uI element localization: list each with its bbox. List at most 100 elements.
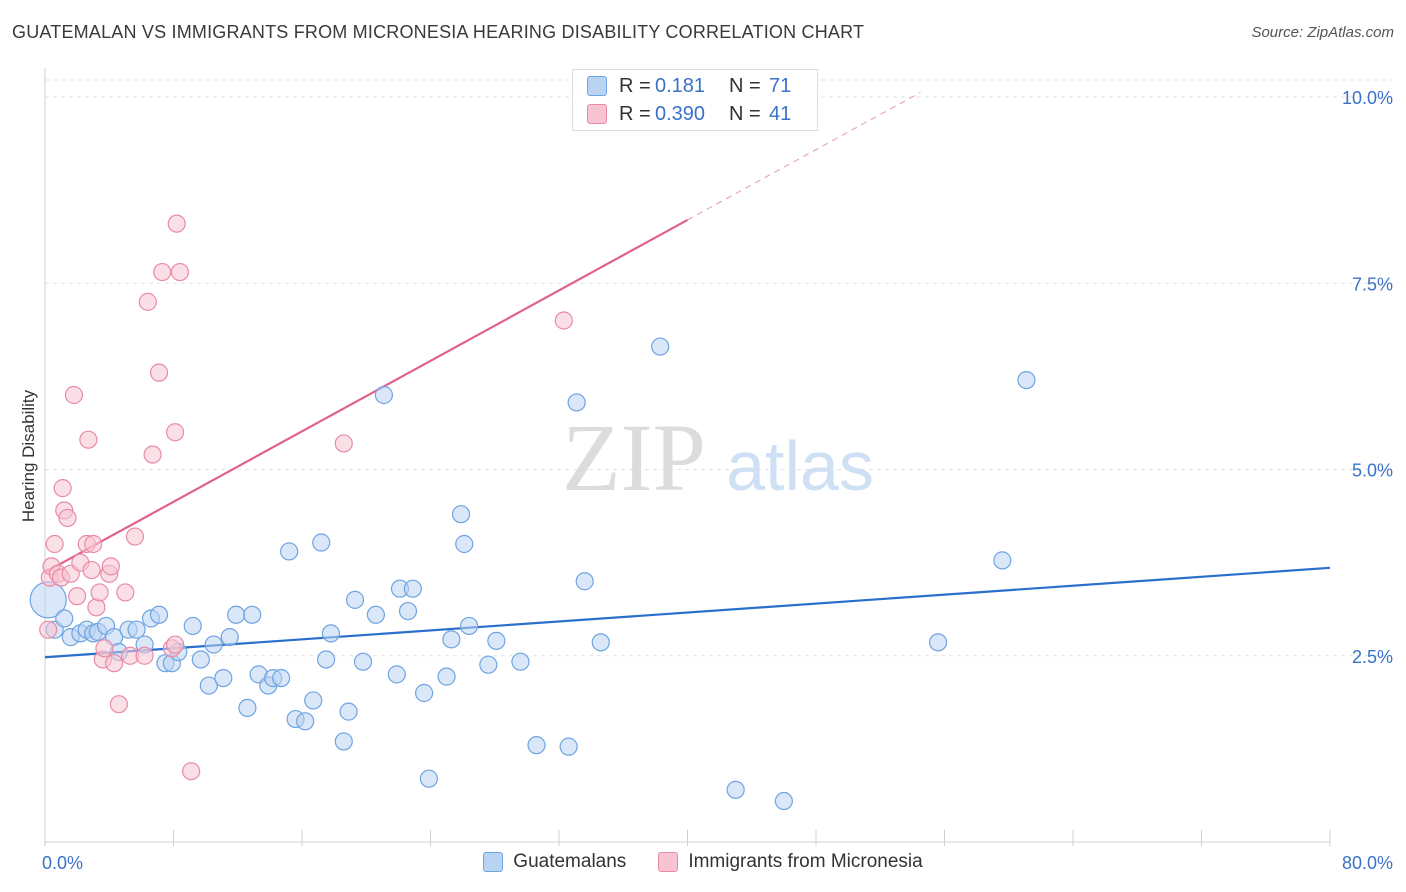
point-guatemalans	[575, 572, 594, 591]
legend-label-micronesia: Immigrants from Micronesia	[688, 851, 923, 872]
point-guatemalans	[414, 683, 434, 703]
trend-lines	[44, 92, 1331, 659]
point-guatemalans	[726, 780, 745, 799]
point-guatemalans	[220, 628, 239, 647]
y-axis-label: Hearing Disability	[19, 389, 38, 522]
legend-n-label: N =	[729, 74, 761, 97]
point-guatemalans	[214, 668, 233, 688]
point-guatemalans	[227, 605, 246, 624]
point-micronesia	[109, 695, 128, 714]
point-guatemalans	[321, 624, 341, 643]
point-micronesia	[39, 620, 58, 639]
legend-row-guatemalans: R = 0.181 N = 71	[587, 73, 791, 99]
trend-line-micronesia-extension	[687, 92, 921, 221]
point-micronesia	[79, 430, 98, 449]
point-guatemalans	[567, 393, 586, 412]
point-guatemalans	[127, 620, 146, 639]
point-guatemalans	[312, 533, 331, 552]
legend-r-label: R =	[619, 74, 651, 97]
point-guatemalans	[651, 337, 670, 356]
watermark-zip: ZIP	[562, 404, 706, 511]
legend-label-guatemalans: Guatemalans	[513, 851, 627, 872]
watermark: ZIP atlas	[562, 404, 874, 511]
point-micronesia	[153, 262, 172, 282]
point-guatemalans	[316, 650, 336, 669]
legend-n-label: N =	[729, 102, 761, 125]
legend-swatch-guatemalans	[587, 76, 607, 96]
series-legend: Guatemalans Immigrants from Micronesia	[0, 851, 1406, 873]
point-guatemalans	[191, 650, 210, 669]
legend-r-label: R =	[619, 102, 651, 125]
legend-swatch-micronesia	[658, 852, 679, 872]
point-guatemalans	[403, 579, 422, 598]
point-micronesia	[45, 534, 64, 554]
point-micronesia	[68, 587, 87, 606]
point-micronesia	[116, 583, 135, 602]
point-micronesia	[87, 598, 106, 617]
point-guatemalans	[442, 630, 461, 649]
chart-source: Source: ZipAtlas.com	[1251, 24, 1394, 41]
point-guatemalans	[199, 676, 218, 695]
legend-n-value: 71	[769, 74, 792, 97]
point-guatemalans	[993, 551, 1012, 570]
point-micronesia	[90, 583, 109, 602]
point-guatemalans	[398, 601, 418, 621]
point-guatemalans	[366, 605, 385, 624]
y-tick-label: 7.5%	[1352, 274, 1393, 294]
point-guatemalans	[334, 732, 353, 751]
point-guatemalans	[296, 712, 315, 731]
point-micronesia	[125, 527, 145, 546]
point-guatemalans	[527, 736, 546, 755]
chart-title: GUATEMALAN VS IMMIGRANTS FROM MICRONESIA…	[12, 22, 865, 42]
point-guatemalans	[1017, 371, 1036, 390]
point-guatemalans	[419, 769, 438, 788]
point-guatemalans	[559, 737, 578, 756]
point-micronesia	[101, 557, 120, 576]
correlation-legend: R = 0.181 N = 71 R = 0.390 N = 41	[572, 69, 818, 131]
y-tick-label: 10.0%	[1342, 88, 1393, 108]
point-micronesia	[334, 434, 353, 453]
point-micronesia	[84, 534, 103, 554]
legend-swatch-guatemalans	[483, 852, 504, 872]
point-guatemalans	[374, 385, 394, 405]
legend-swatch-micronesia	[587, 104, 607, 124]
point-micronesia	[149, 363, 169, 382]
point-guatemalans	[928, 633, 948, 652]
point-micronesia	[143, 445, 162, 464]
point-guatemalans	[304, 691, 323, 710]
y-tick-label: 2.5%	[1352, 647, 1393, 667]
point-guatemalans	[183, 616, 202, 636]
point-guatemalans	[459, 616, 479, 636]
legend-row-micronesia: R = 0.390 N = 41	[587, 101, 791, 127]
point-guatemalans	[238, 698, 257, 718]
y-tick-labels: 2.5% 5.0% 7.5% 10.0%	[1342, 88, 1393, 667]
point-guatemalans	[339, 702, 358, 721]
point-guatemalans	[243, 605, 262, 624]
trend-line-micronesia	[44, 218, 689, 574]
point-guatemalans	[272, 668, 291, 688]
x-tick-label-min: 0.0%	[42, 853, 83, 873]
watermark-atlas: atlas	[726, 427, 874, 505]
point-guatemalans	[149, 605, 169, 624]
grid-lines	[45, 79, 1392, 657]
point-guatemalans	[280, 542, 299, 561]
trend-line-guatemalans	[44, 566, 1331, 659]
point-micronesia	[64, 385, 84, 405]
legend-item-guatemalans: Guatemalans	[483, 851, 626, 873]
point-guatemalans	[511, 652, 530, 671]
point-guatemalans	[345, 590, 365, 609]
point-micronesia	[135, 646, 154, 665]
axes	[44, 68, 1331, 846]
point-guatemalans	[451, 505, 471, 524]
point-guatemalans	[55, 609, 74, 628]
legend-r-value: 0.181	[655, 74, 706, 97]
point-micronesia	[182, 762, 201, 781]
point-micronesia	[138, 292, 157, 311]
point-micronesia	[166, 635, 185, 654]
point-micronesia	[58, 508, 77, 528]
point-micronesia	[167, 214, 186, 233]
point-guatemalans	[591, 633, 610, 652]
point-micronesia	[82, 560, 101, 580]
point-guatemalans	[204, 635, 223, 654]
